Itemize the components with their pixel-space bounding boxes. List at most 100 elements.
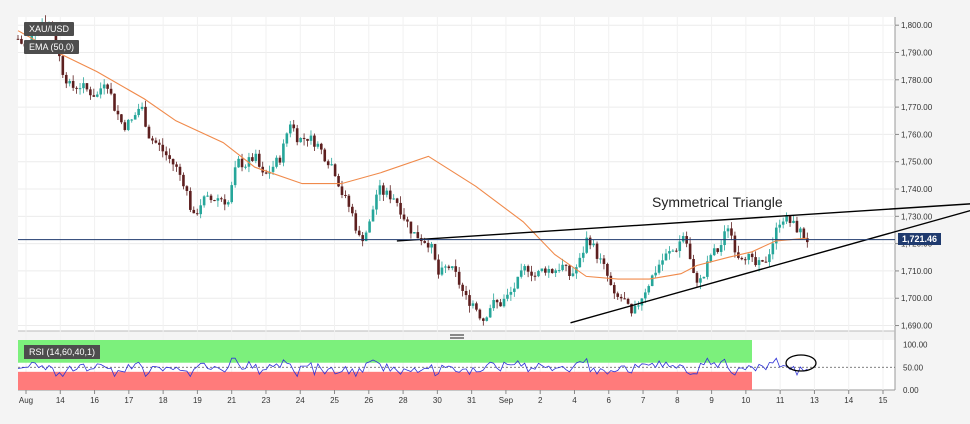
time-tick-label: Aug — [19, 396, 33, 405]
candle-body — [781, 221, 785, 225]
time-tick-label: 30 — [433, 396, 442, 405]
candle-body — [216, 198, 220, 201]
candle-body — [133, 115, 137, 120]
candle-body — [571, 273, 575, 276]
candle-body — [106, 84, 109, 89]
time-tick-label: 18 — [159, 396, 168, 405]
candle-body — [447, 266, 451, 269]
candle-body — [547, 269, 551, 273]
candle-body — [85, 83, 89, 90]
candle-body — [471, 303, 475, 306]
candle-body — [688, 243, 692, 259]
candle-body — [399, 202, 402, 215]
candle-body — [654, 272, 657, 276]
candle-body — [564, 264, 568, 266]
candle-body — [75, 87, 78, 89]
candle-body — [609, 275, 613, 286]
rsi-axis: 100.00 50.00 0.00 — [903, 341, 928, 395]
candle-body — [278, 157, 282, 163]
candle-body — [382, 185, 385, 195]
candle-body — [309, 135, 313, 141]
price-tick-label: 1,740.00 — [901, 185, 933, 194]
candle-body — [533, 275, 537, 277]
candle-body — [378, 185, 382, 195]
rsi-tick-label: 100.00 — [903, 341, 928, 350]
candle-body — [595, 243, 599, 259]
candle-body — [544, 268, 547, 273]
candle-body — [254, 153, 258, 161]
price-tick-label: 1,700.00 — [901, 294, 933, 303]
candle-body — [464, 290, 468, 296]
time-tick-label: 13 — [810, 396, 819, 405]
rsi-indicator-label[interactable]: RSI (14,60,40,1) — [24, 345, 101, 359]
candle-body — [326, 161, 330, 166]
candle-body — [230, 185, 233, 203]
candle-body — [699, 278, 702, 283]
candle-body — [482, 318, 485, 321]
candle-body — [371, 209, 375, 222]
rsi-path — [17, 357, 808, 378]
pane-resize-handle[interactable] — [450, 334, 464, 336]
candle-body — [251, 157, 254, 161]
candle-body — [733, 235, 737, 253]
candle-body — [581, 252, 585, 258]
candle-body — [282, 143, 285, 163]
ema-indicator-label[interactable]: EMA (50,0) — [24, 40, 80, 54]
candle-body — [195, 213, 199, 215]
candle-body — [550, 269, 554, 273]
candle-body — [271, 166, 275, 172]
time-tick-label: 14 — [56, 396, 65, 405]
candle-body — [257, 153, 261, 167]
candles — [16, 15, 809, 326]
price-tick-label: 1,690.00 — [901, 322, 933, 331]
candle-body — [416, 232, 420, 239]
price-tick-label: 1,800.00 — [901, 21, 933, 30]
candle-body — [695, 272, 699, 283]
candle-body — [61, 56, 65, 75]
candle-body — [102, 84, 106, 89]
candle-body — [575, 267, 578, 274]
candle-body — [178, 166, 182, 175]
candle-body — [78, 88, 82, 90]
candle-body — [492, 299, 495, 309]
candle-body — [395, 198, 399, 203]
candle-body — [233, 167, 237, 186]
candle-body — [320, 143, 323, 150]
rsi-tick-label: 50.00 — [903, 363, 924, 372]
symbol-label[interactable]: XAU/USD — [24, 22, 75, 36]
candle-body — [437, 259, 440, 275]
candle-body — [375, 194, 378, 210]
candle-body — [302, 137, 306, 139]
time-tick-label: 17 — [124, 396, 133, 405]
candle-body — [640, 298, 644, 306]
candle-body — [495, 299, 499, 303]
candle-body — [299, 137, 302, 143]
candle-body — [588, 237, 592, 246]
price-tick-label: 1,770.00 — [901, 103, 933, 112]
candle-body — [244, 166, 247, 168]
candle-body — [626, 298, 630, 304]
candle-body — [530, 271, 533, 276]
candle-body — [750, 253, 754, 258]
candle-body — [402, 214, 406, 220]
candle-body — [633, 305, 637, 314]
ema-line — [17, 30, 808, 280]
pane-resize-handle-2[interactable] — [450, 337, 464, 339]
candle-body — [413, 232, 416, 234]
candle-body — [161, 144, 165, 152]
candle-body — [768, 254, 771, 263]
time-tick-label: 9 — [709, 396, 714, 405]
candle-body — [292, 124, 296, 129]
time-tick-label: 6 — [607, 396, 612, 405]
candle-body — [661, 260, 664, 265]
candle-body — [426, 242, 430, 248]
candle-body — [513, 288, 516, 292]
price-tick-label: 1,790.00 — [901, 48, 933, 57]
candle-body — [502, 298, 506, 307]
candle-body — [712, 248, 716, 256]
candle-body — [557, 270, 561, 272]
candle-body — [592, 243, 595, 246]
candle-body — [185, 186, 189, 191]
time-tick-label: 16 — [90, 396, 99, 405]
candle-body — [199, 205, 202, 215]
